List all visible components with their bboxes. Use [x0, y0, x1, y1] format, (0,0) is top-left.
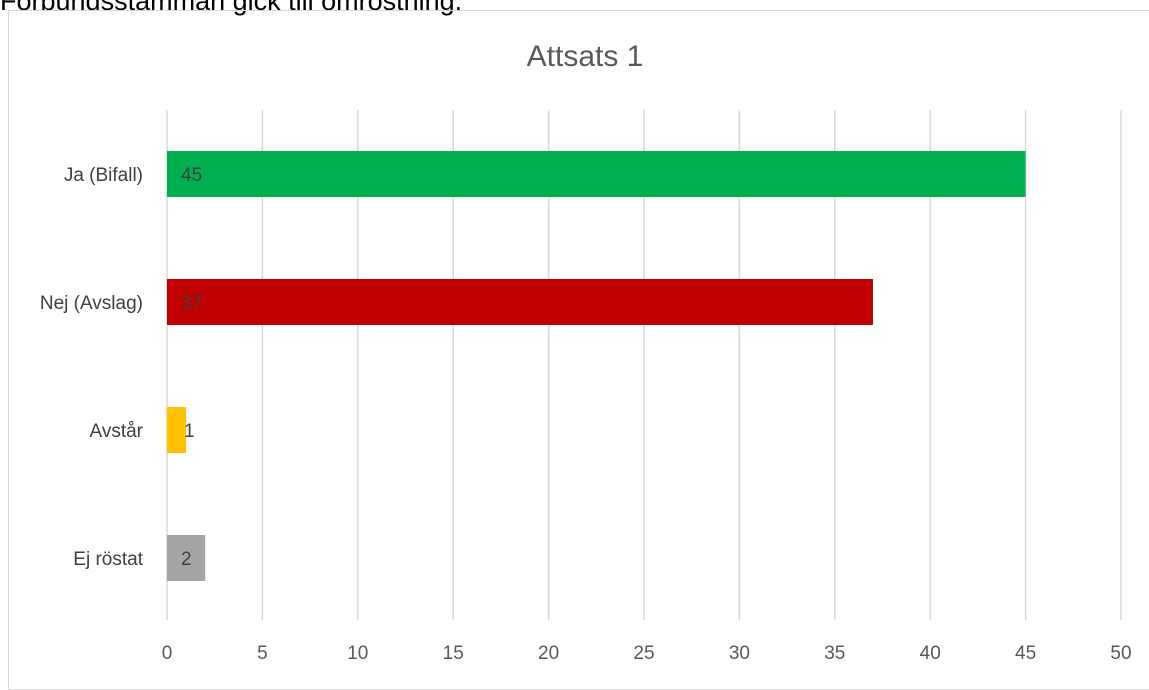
x-tick-labels: 0 5 10 15 20 25 30 35 40 45 50 — [162, 643, 1132, 664]
category-label: Avstår — [89, 421, 143, 442]
intro-text: Förbundsstämman gick till omröstning. — [0, 0, 463, 16]
data-label: 45 — [181, 165, 202, 186]
category-labels: Ja (Bifall) Nej (Avslag) Avstår Ej röstat — [40, 165, 144, 570]
bar — [167, 279, 873, 325]
bar — [167, 535, 206, 581]
x-tick-label: 45 — [1015, 643, 1036, 664]
data-labels: 45 37 1 2 — [181, 165, 202, 570]
chart-title: Attsats 1 — [527, 40, 644, 73]
x-tick-label: 20 — [538, 643, 559, 664]
x-tick-label: 15 — [443, 643, 464, 664]
bar — [167, 151, 1026, 197]
category-label: Nej (Avslag) — [40, 293, 143, 314]
x-tick-label: 0 — [162, 643, 173, 664]
bar — [167, 407, 187, 453]
category-label: Ej röstat — [73, 549, 143, 570]
x-tick-label: 10 — [347, 643, 368, 664]
bars — [167, 151, 1026, 581]
category-label: Ja (Bifall) — [64, 165, 143, 186]
bar-chart: Attsats 1 45 37 1 2 Ja (Bifall) Nej (Avslag)… — [40, 40, 1132, 664]
x-tick-label: 30 — [729, 643, 750, 664]
data-label: 1 — [184, 421, 195, 442]
x-tick-label: 50 — [1110, 643, 1131, 664]
x-tick-label: 5 — [257, 643, 268, 664]
x-tick-label: 40 — [920, 643, 941, 664]
data-label: 37 — [181, 293, 202, 314]
x-tick-label: 25 — [633, 643, 654, 664]
x-tick-label: 35 — [824, 643, 845, 664]
data-label: 2 — [181, 549, 192, 570]
